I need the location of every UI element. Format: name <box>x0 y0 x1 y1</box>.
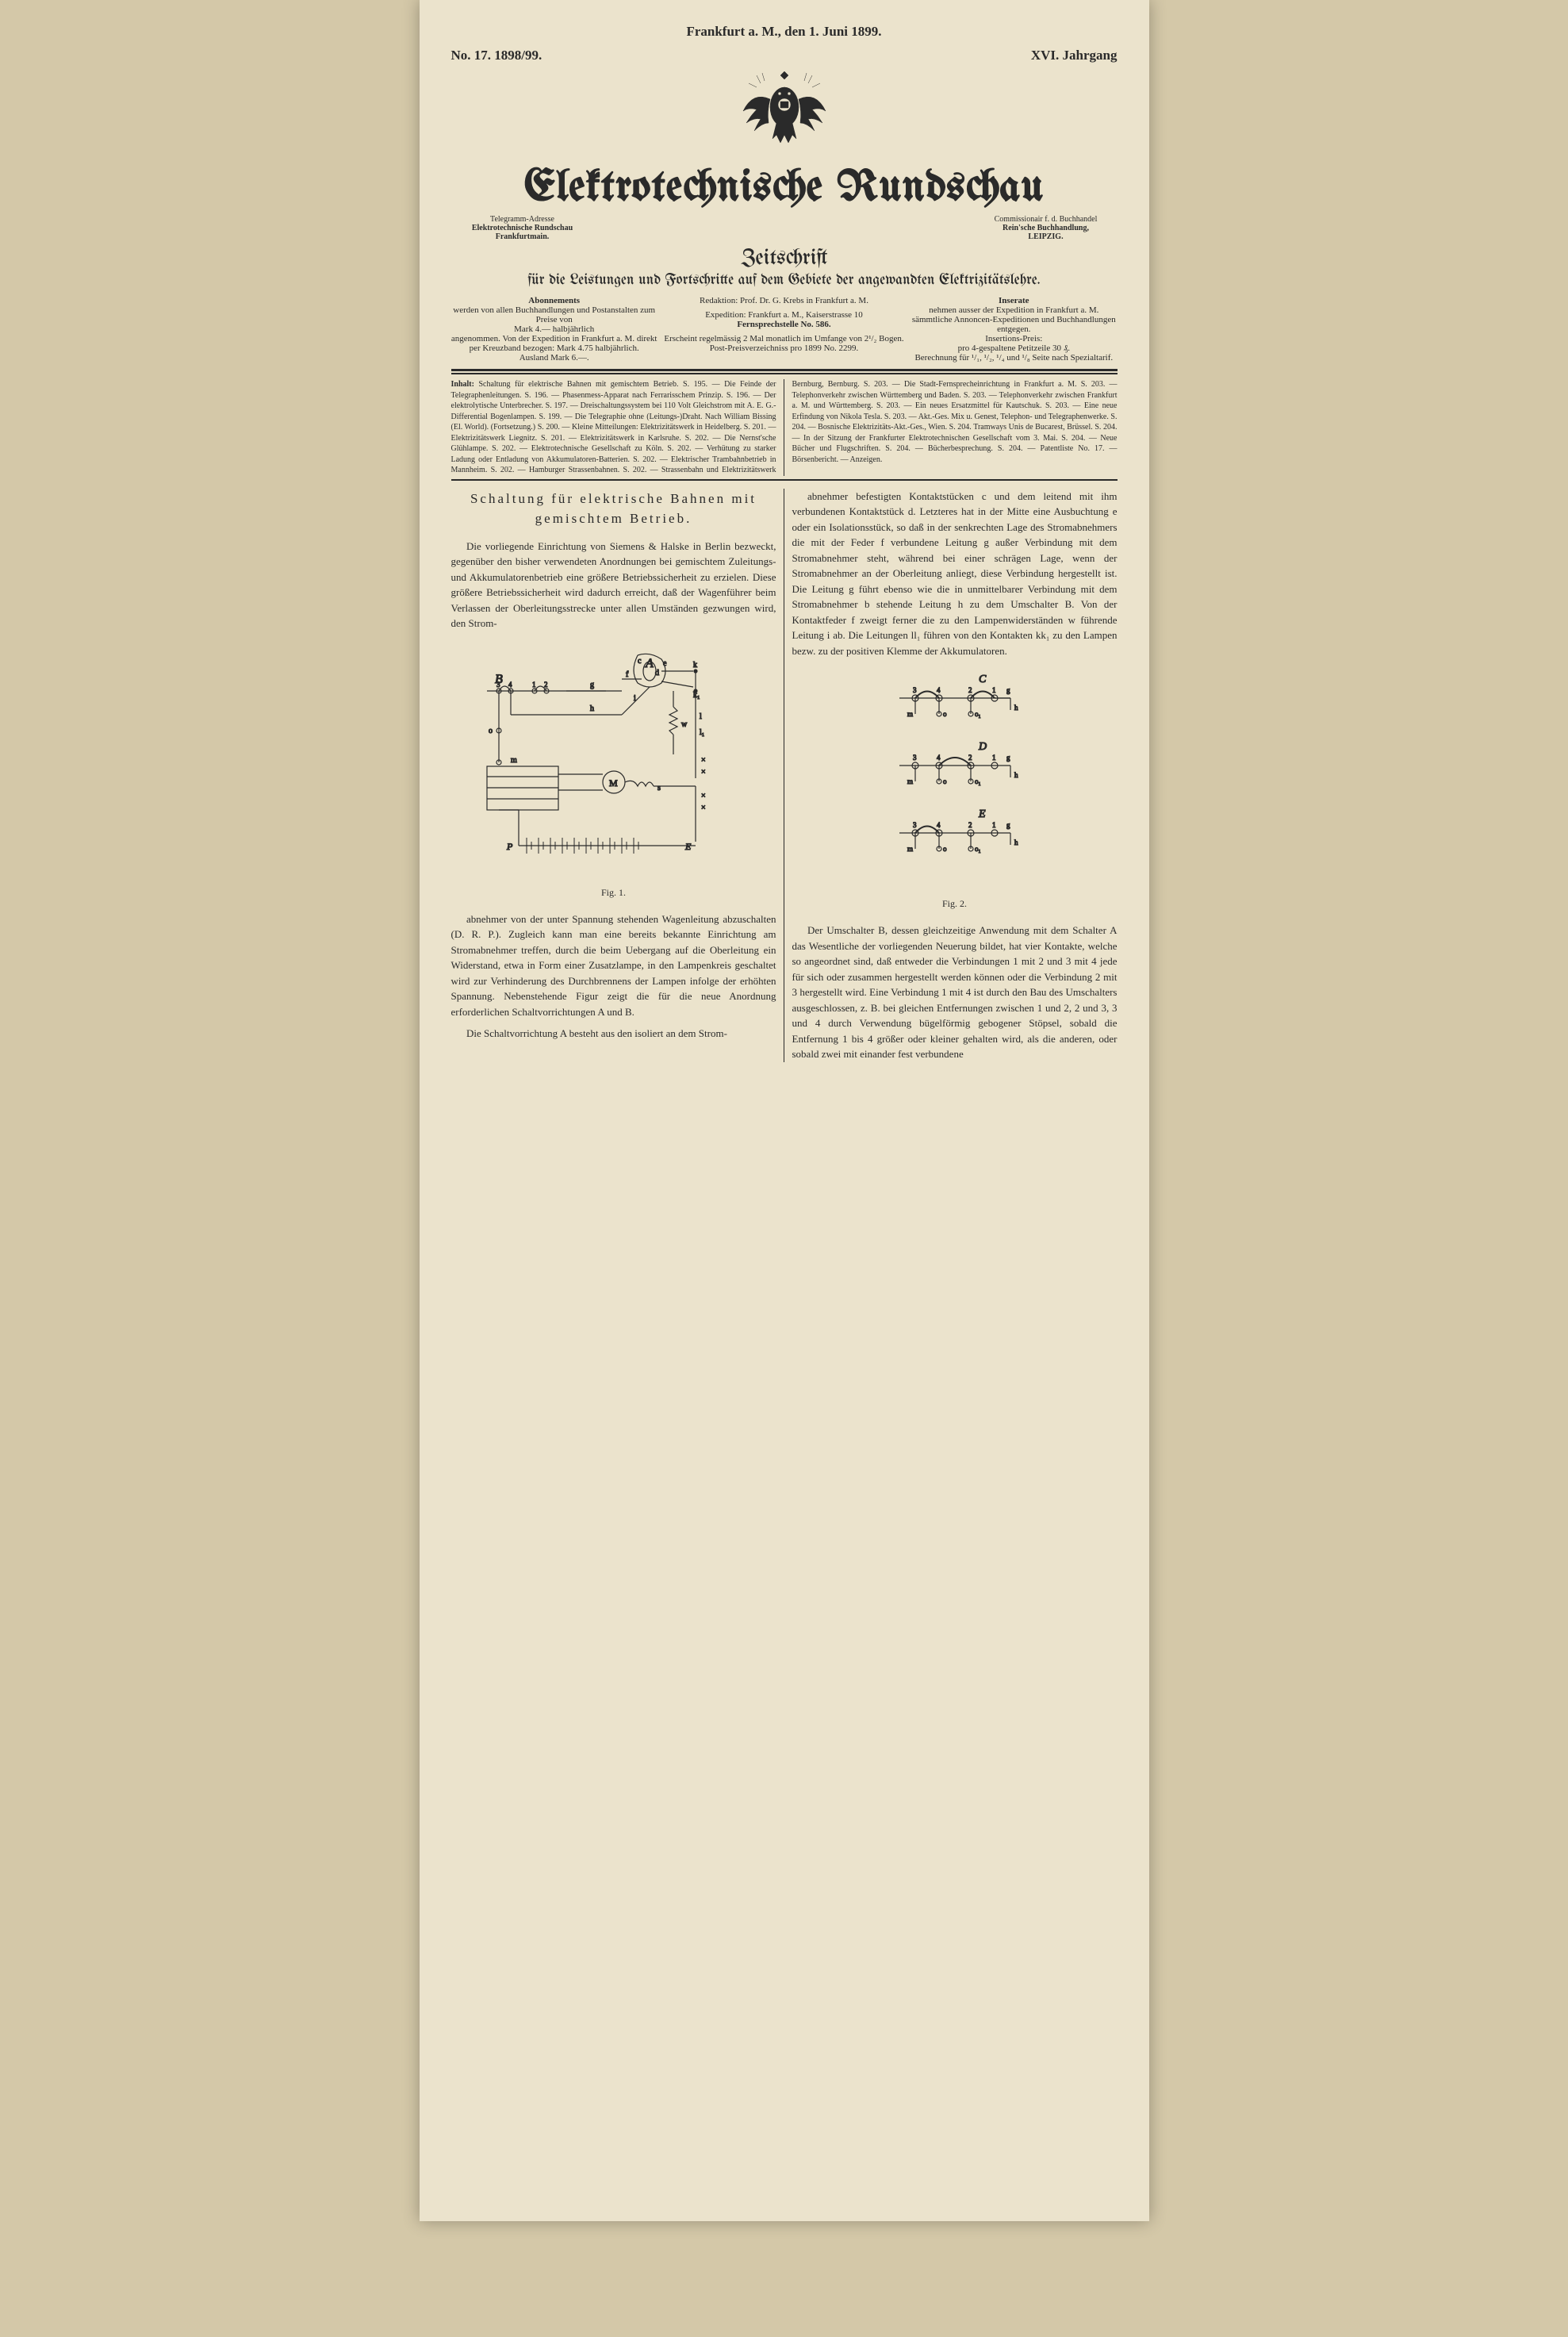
paragraph: Die Schaltvorrichtung A besteht aus den … <box>451 1026 776 1042</box>
abonnements: Abonnements werden von allen Buchhandlun… <box>451 296 657 363</box>
svg-text:e: e <box>663 659 667 668</box>
svg-text:D: D <box>978 741 987 753</box>
journal-title: Elektrotechnische Rundschau <box>451 167 1118 211</box>
svg-text:h: h <box>590 704 594 713</box>
svg-text:l: l <box>700 712 702 721</box>
redaktion-info: Redaktion: Prof. Dr. G. Krebs in Frankfu… <box>664 296 903 363</box>
svg-text:4: 4 <box>937 686 941 694</box>
paragraph: Die vorliegende Einrichtung von Siemens … <box>451 539 776 631</box>
expedition-line: Expedition: Frankfurt a. M., Kaiserstras… <box>664 310 903 320</box>
address-row: Telegramm-Adresse Elektrotechnische Rund… <box>451 215 1118 241</box>
inhalt-label: Inhalt: <box>451 380 474 389</box>
issue-number: No. 17. 1898/99. <box>451 48 542 63</box>
svg-text:m: m <box>907 777 913 785</box>
eagle-crest-icon <box>737 71 832 163</box>
svg-text:3: 3 <box>913 686 917 694</box>
svg-text:M: M <box>609 777 618 789</box>
paragraph: abnehmer befestigten Kontaktstücken c un… <box>792 489 1118 659</box>
svg-text:E: E <box>684 841 692 852</box>
svg-text:3: 3 <box>913 754 917 762</box>
jahrgang: XVI. Jahrgang <box>1031 48 1118 63</box>
inhalt-text: Schaltung für elektrische Bahnen mit gem… <box>451 380 1118 474</box>
svg-text:2: 2 <box>968 754 972 762</box>
subtitle: für die Leistungen und Fortschritte auf … <box>451 272 1118 288</box>
inserate: Inserate nehmen ausser der Expedition in… <box>911 296 1117 363</box>
svg-text:o: o <box>943 710 947 718</box>
masthead: Elektrotechnische Rundschau <box>451 71 1118 211</box>
svg-text:f: f <box>626 670 629 679</box>
svg-text:m: m <box>511 756 517 765</box>
svg-text:×: × <box>701 792 706 800</box>
svg-text:s: s <box>657 784 661 792</box>
commission-address: Commissionair f. d. Buchhandel Rein'sche… <box>975 215 1118 241</box>
svg-text:E: E <box>978 808 986 820</box>
svg-text:1: 1 <box>992 821 996 829</box>
svg-text:o₁: o₁ <box>975 710 981 718</box>
svg-text:h: h <box>1014 771 1018 779</box>
svg-text:1: 1 <box>532 681 536 689</box>
fernsprech-line: Fernsprechstelle No. 586. <box>664 320 903 329</box>
figure-2: C 3 4 2 1 m o o₁ g h D 3 <box>792 670 1118 911</box>
svg-text:g: g <box>1006 821 1010 829</box>
svg-text:h: h <box>1014 838 1018 846</box>
svg-text:w: w <box>681 720 688 729</box>
abonnements-header: Abonnements <box>451 296 657 305</box>
date-line: Frankfurt a. M., den 1. Juni 1899. <box>451 24 1118 40</box>
page: Frankfurt a. M., den 1. Juni 1899. No. 1… <box>420 0 1149 2221</box>
svg-text:4: 4 <box>937 754 941 762</box>
telegram-address: Telegramm-Adresse Elektrotechnische Rund… <box>451 215 594 241</box>
svg-text:c: c <box>638 657 642 666</box>
svg-text:o: o <box>489 727 493 735</box>
rule <box>451 373 1118 374</box>
fig1-caption: Fig. 1. <box>451 885 776 900</box>
svg-text:2: 2 <box>544 681 548 689</box>
table-of-contents: Inhalt: Schaltung für elektrische Bahnen… <box>451 376 1118 481</box>
svg-text:1: 1 <box>992 686 996 694</box>
abonnements-body: werden von allen Buchhandlungen und Post… <box>451 305 657 363</box>
svg-text:o₁: o₁ <box>975 777 981 785</box>
svg-text:h: h <box>1014 704 1018 712</box>
svg-text:2: 2 <box>968 686 972 694</box>
svg-text:3: 3 <box>496 681 500 689</box>
fig2-caption: Fig. 2. <box>792 896 1118 911</box>
svg-text:3: 3 <box>913 821 917 829</box>
svg-text:o₁: o₁ <box>975 845 981 853</box>
issue-row: No. 17. 1898/99. XVI. Jahrgang <box>451 48 1118 63</box>
svg-text:2: 2 <box>968 821 972 829</box>
svg-text:m: m <box>907 710 913 718</box>
svg-text:i: i <box>634 694 636 703</box>
figure-1: A d c f e k k₁ B <box>451 643 776 900</box>
inserate-header: Inserate <box>911 296 1117 305</box>
zeitschrift-label: Zeitschrift <box>451 248 1118 271</box>
svg-text:o: o <box>943 777 947 785</box>
paragraph: abnehmer von der unter Spannung stehende… <box>451 911 776 1020</box>
svg-text:C: C <box>979 673 987 685</box>
svg-text:k: k <box>693 661 697 670</box>
erscheint-line: Erscheint regelmässig 2 Mal monatlich im… <box>664 334 903 343</box>
svg-text:4: 4 <box>937 821 941 829</box>
svg-text:4: 4 <box>508 681 512 689</box>
svg-text:×: × <box>701 768 706 777</box>
inserate-body: nehmen ausser der Expedition in Frankfur… <box>911 305 1117 363</box>
svg-text:g: g <box>1006 754 1010 762</box>
redaktion-line: Redaktion: Prof. Dr. G. Krebs in Frankfu… <box>664 296 903 305</box>
svg-text:×: × <box>701 804 706 812</box>
svg-text:g: g <box>590 681 594 689</box>
svg-text:m: m <box>907 845 913 853</box>
post-line: Post-Preisverzeichniss pro 1899 No. 2299… <box>664 343 903 353</box>
article-title: Schaltung für elektrische Bahnen mit gem… <box>451 489 776 529</box>
svg-text:×: × <box>701 756 706 765</box>
svg-text:l₁: l₁ <box>700 728 704 737</box>
paragraph: Der Umschalter B, dessen gleichzeitige A… <box>792 923 1118 1062</box>
svg-text:o: o <box>943 845 947 853</box>
svg-text:d: d <box>655 669 659 677</box>
svg-text:1: 1 <box>992 754 996 762</box>
svg-text:P: P <box>506 841 513 852</box>
article-body: Schaltung für elektrische Bahnen mit gem… <box>451 489 1118 1062</box>
svg-text:g: g <box>1006 686 1010 694</box>
publication-info: Abonnements werden von allen Buchhandlun… <box>451 296 1118 371</box>
